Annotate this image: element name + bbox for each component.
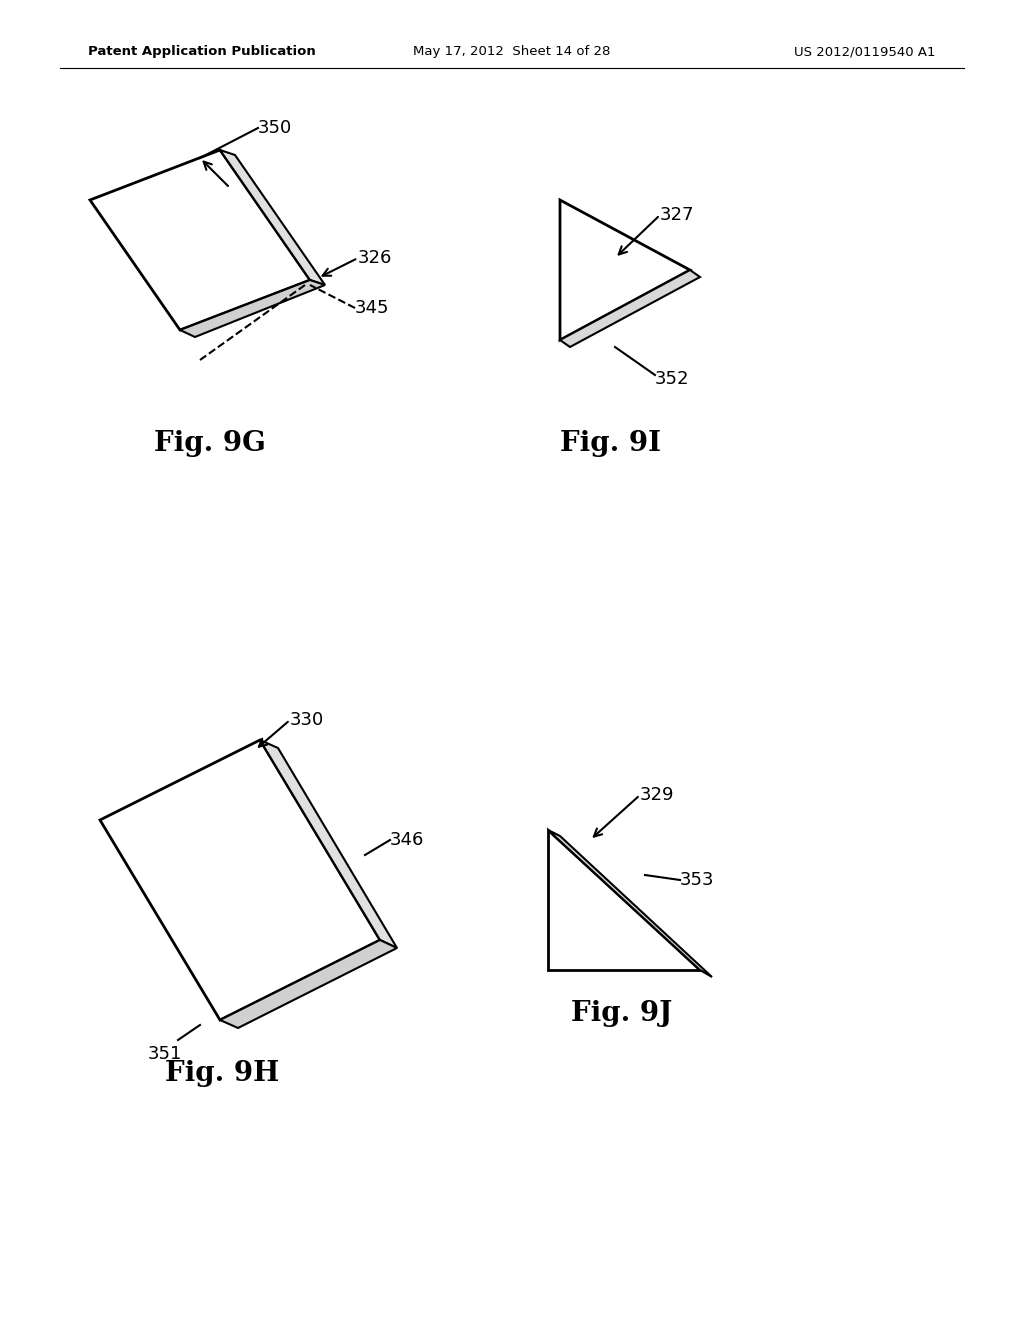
Text: 345: 345 [355,300,389,317]
Text: May 17, 2012  Sheet 14 of 28: May 17, 2012 Sheet 14 of 28 [414,45,610,58]
Polygon shape [560,271,700,347]
Polygon shape [100,741,380,1020]
Text: 350: 350 [258,119,292,137]
Text: Patent Application Publication: Patent Application Publication [88,45,315,58]
Text: 352: 352 [655,370,689,388]
Text: 330: 330 [290,711,325,729]
Polygon shape [548,830,712,977]
Text: 329: 329 [640,785,675,804]
Text: Fig. 9G: Fig. 9G [154,430,266,457]
Polygon shape [180,280,325,337]
Text: Fig. 9I: Fig. 9I [559,430,660,457]
Text: US 2012/0119540 A1: US 2012/0119540 A1 [795,45,936,58]
Polygon shape [220,150,325,285]
Text: 327: 327 [660,206,694,224]
Polygon shape [220,940,397,1028]
Polygon shape [560,201,690,341]
Text: 326: 326 [358,249,392,267]
Polygon shape [260,741,397,948]
Text: Fig. 9H: Fig. 9H [165,1060,280,1086]
Polygon shape [90,150,310,330]
Text: Fig. 9J: Fig. 9J [571,1001,673,1027]
Text: 353: 353 [680,871,715,888]
Text: 346: 346 [390,832,424,849]
Polygon shape [548,830,700,970]
Text: 351: 351 [148,1045,182,1063]
